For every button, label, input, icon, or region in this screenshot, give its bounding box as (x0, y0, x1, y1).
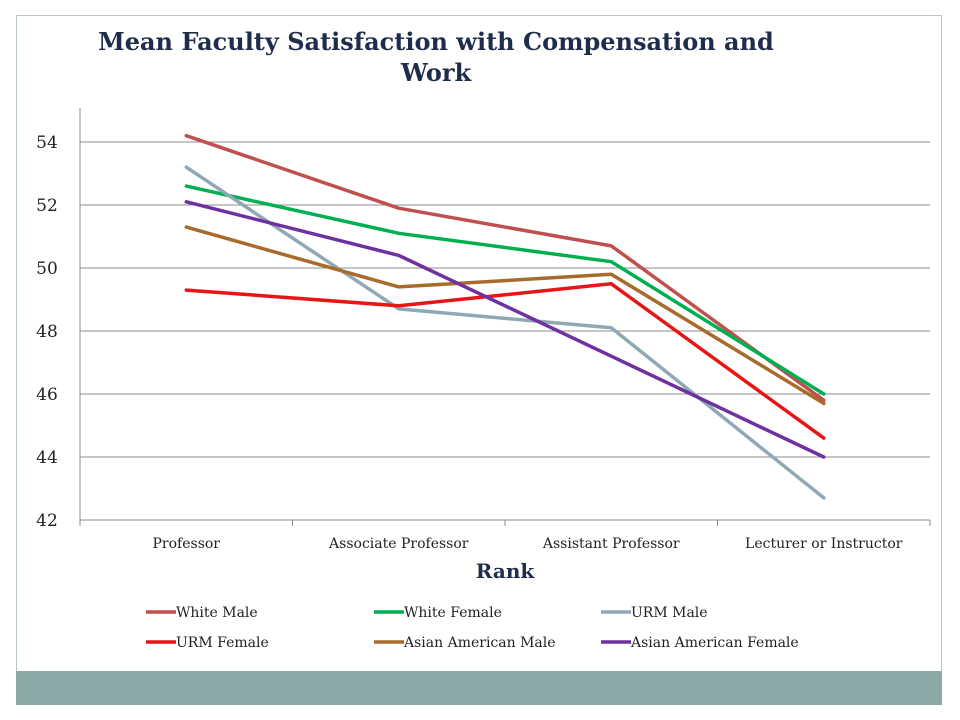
y-tick-label-54: 54 (36, 133, 58, 153)
legend: White Male White Female URM Male URM Female… (146, 605, 799, 651)
slide-frame (16, 15, 942, 705)
series-lines (184, 133, 826, 500)
legend-label-white-male: White Male (176, 605, 258, 621)
y-tick-label-48: 48 (36, 322, 58, 342)
footer-bar (16, 671, 942, 705)
legend-label-asian-american-male: Asian American Male (403, 635, 556, 651)
axes: 42 44 46 48 50 52 54 Professor Associate Profess… (36, 108, 931, 552)
y-tick-label-42: 42 (36, 511, 58, 531)
series-line-urm-male (184, 165, 826, 500)
y-tick-label-46: 46 (36, 385, 58, 405)
x-tick-label-assistant-professor: Assistant Professor (542, 536, 680, 552)
y-tick-label-50: 50 (36, 259, 58, 279)
chart-title-line-2: Work (400, 58, 473, 87)
x-tick-label-associate-professor: Associate Professor (328, 536, 469, 552)
series-line-asian-american-female (184, 200, 826, 459)
gridlines (80, 141, 930, 458)
y-tick-label-44: 44 (36, 448, 58, 468)
legend-label-white-female: White Female (404, 605, 502, 621)
legend-label-urm-female: URM Female (176, 635, 269, 651)
series-line-urm-female (184, 282, 826, 440)
y-tick-label-52: 52 (36, 196, 58, 216)
x-axis-title: Rank (476, 559, 536, 583)
series-line-white-female (184, 184, 826, 396)
series-line-white-male (184, 133, 826, 403)
x-tick-label-lecturer-or-instructor: Lecturer or Instructor (745, 536, 903, 552)
series-line-asian-american-male (184, 225, 826, 406)
legend-label-asian-american-female: Asian American Female (630, 635, 799, 651)
chart-title-line-1: Mean Faculty Satisfaction with Compensat… (98, 27, 774, 56)
x-tick-label-professor: Professor (153, 536, 221, 552)
legend-label-urm-male: URM Male (631, 605, 708, 621)
